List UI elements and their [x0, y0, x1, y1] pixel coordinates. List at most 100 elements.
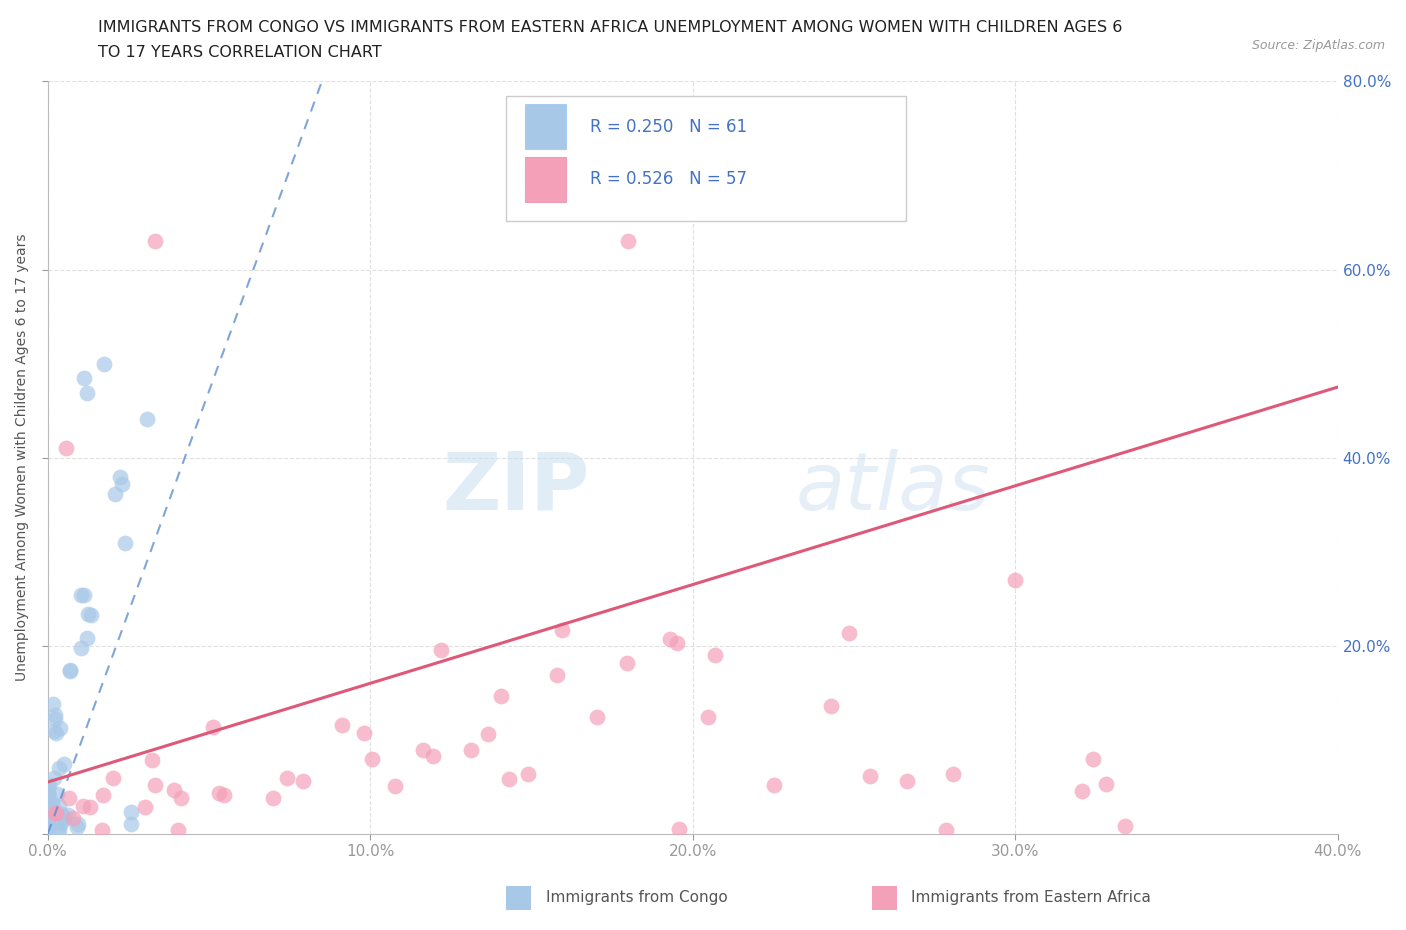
Point: [42, 696, 65, 711]
Bar: [524, 156, 567, 202]
Point: [134, 800, 156, 815]
Point: [942, 766, 965, 781]
Point: [498, 771, 520, 786]
FancyBboxPatch shape: [506, 97, 905, 220]
Point: [91, 788, 114, 803]
Point: [58, 790, 80, 805]
Point: [37, 812, 59, 827]
Point: [202, 720, 225, 735]
Point: [208, 786, 231, 801]
Point: [703, 647, 725, 662]
Point: [430, 643, 453, 658]
Text: Immigrants from Eastern Africa: Immigrants from Eastern Africa: [911, 890, 1152, 905]
Point: [412, 742, 434, 757]
Point: [1004, 573, 1026, 588]
Point: [42, 770, 65, 785]
Point: [44, 725, 66, 740]
Point: [48, 721, 70, 736]
Point: [48, 822, 70, 837]
Point: [108, 470, 131, 485]
Point: [37, 810, 59, 825]
Point: [114, 536, 136, 551]
Point: [617, 233, 640, 248]
Point: [70, 587, 93, 602]
Text: Immigrants from Congo: Immigrants from Congo: [546, 890, 727, 905]
Point: [45, 787, 67, 802]
Point: [858, 768, 880, 783]
Point: [101, 771, 124, 786]
Point: [838, 626, 860, 641]
Point: [58, 664, 80, 679]
Point: [37, 801, 59, 816]
Point: [79, 800, 101, 815]
Point: [37, 786, 59, 801]
Point: [166, 823, 188, 838]
Point: [56, 807, 79, 822]
Point: [477, 726, 499, 741]
Point: [37, 785, 59, 800]
Point: [37, 806, 59, 821]
Point: [70, 641, 93, 656]
Point: [93, 357, 115, 372]
Point: [120, 817, 142, 831]
Point: [52, 810, 75, 825]
Point: [616, 656, 638, 671]
Point: [136, 412, 159, 427]
Text: ZIP: ZIP: [443, 448, 589, 526]
Text: TO 17 YEARS CORRELATION CHART: TO 17 YEARS CORRELATION CHART: [98, 45, 382, 60]
Text: atlas: atlas: [796, 448, 991, 526]
Point: [80, 607, 103, 622]
Point: [546, 667, 568, 682]
Point: [37, 798, 59, 813]
Point: [658, 631, 681, 646]
Point: [41, 797, 63, 812]
Point: [143, 233, 166, 248]
Point: [59, 663, 82, 678]
Point: [141, 753, 163, 768]
Point: [72, 370, 94, 385]
Point: [665, 636, 688, 651]
Point: [489, 688, 512, 703]
Text: R = 0.250   N = 61: R = 0.250 N = 61: [589, 117, 747, 136]
Point: [48, 761, 70, 776]
Point: [1071, 783, 1094, 798]
Bar: [524, 104, 567, 149]
Point: [586, 710, 609, 724]
Point: [72, 799, 94, 814]
Point: [52, 812, 75, 827]
Point: [763, 777, 786, 792]
Point: [55, 441, 77, 456]
Point: [120, 804, 142, 819]
Y-axis label: Unemployment Among Women with Children Ages 6 to 17 years: Unemployment Among Women with Children A…: [15, 233, 30, 682]
Point: [44, 711, 66, 726]
Point: [73, 588, 96, 603]
Point: [111, 477, 134, 492]
Point: [46, 822, 69, 837]
Point: [37, 803, 59, 817]
Point: [37, 821, 59, 836]
Point: [67, 817, 90, 831]
Point: [37, 807, 59, 822]
Point: [422, 749, 444, 764]
Point: [697, 710, 720, 724]
Point: [51, 815, 73, 830]
Point: [935, 823, 957, 838]
Point: [51, 807, 73, 822]
Point: [44, 724, 66, 738]
Point: [76, 631, 98, 645]
Point: [820, 698, 842, 713]
Point: [668, 821, 690, 836]
Point: [37, 798, 59, 813]
Point: [1081, 751, 1104, 766]
Point: [62, 810, 84, 825]
Point: [44, 708, 66, 723]
Point: [292, 774, 315, 789]
Point: [37, 794, 59, 809]
Point: [38, 777, 60, 792]
Point: [44, 805, 66, 820]
Point: [262, 791, 284, 806]
Point: [37, 815, 59, 830]
Point: [550, 622, 572, 637]
Point: [76, 386, 98, 401]
Point: [41, 794, 63, 809]
